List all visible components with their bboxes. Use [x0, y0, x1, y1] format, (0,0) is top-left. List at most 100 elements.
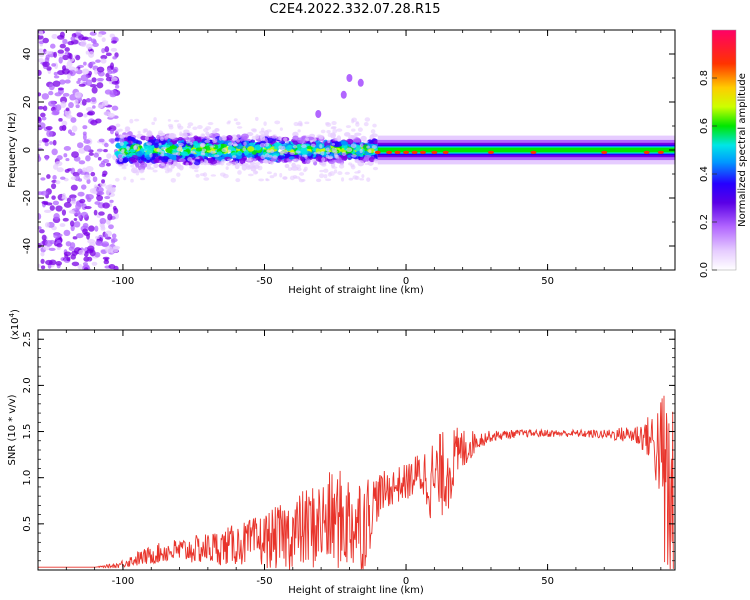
spectrogram-cell	[53, 75, 60, 79]
spectrogram-cell	[354, 159, 361, 164]
spectrogram-cell	[50, 43, 56, 49]
spectrogram-cell	[212, 129, 218, 134]
spectrogram-cell	[329, 171, 335, 176]
spectrogram-cell	[207, 133, 212, 137]
spectrogram-cell	[51, 111, 60, 116]
spectrogram-cell	[258, 178, 265, 182]
spectrogram-cell	[156, 148, 162, 153]
spectrogram-cell	[42, 105, 48, 112]
spectrogram-cell	[221, 147, 228, 153]
spectrogram-cell	[268, 154, 273, 158]
spectrogram-cell	[38, 92, 42, 97]
spectrogram-cell	[259, 142, 266, 148]
spectrogram-cell	[70, 184, 78, 191]
spectrogram-cell	[266, 171, 272, 175]
spectrogram-cell	[352, 175, 359, 180]
spectrogram-cell	[226, 135, 233, 141]
spectrogram-cell	[181, 132, 188, 139]
spectrogram-cell	[122, 157, 129, 163]
spectrogram-cell	[187, 122, 194, 127]
spectrogram-cell	[42, 61, 50, 68]
spectrogram-cell	[332, 129, 338, 134]
snr-ytick-label: 0.5	[22, 516, 33, 532]
spectrogram-cell	[104, 246, 113, 254]
spectrogram-cell	[59, 223, 66, 228]
spectrogram-cell	[216, 139, 225, 144]
spectrogram-cell	[80, 40, 87, 48]
spectrogram-cell	[38, 48, 44, 52]
spectrogram-cell	[135, 171, 140, 176]
spectrogram-cell	[362, 140, 369, 144]
spectrogram-cell	[357, 169, 361, 174]
spectrogram-cell	[230, 134, 238, 141]
spectrogram-cell	[321, 157, 326, 162]
spectrogram-cell	[190, 150, 196, 154]
spectrogram-cell	[134, 118, 140, 122]
spectrogram-cell	[249, 142, 255, 146]
spectrogram-cell	[301, 154, 307, 158]
spectrogram-cell	[169, 145, 178, 150]
spectrogram-cell	[44, 155, 49, 161]
spectrogram-cell	[91, 86, 98, 94]
spectrogram-cell	[41, 116, 47, 121]
spectrogram-cell	[373, 140, 380, 144]
spectrogram-cell	[63, 146, 72, 151]
spectrogram-cell	[266, 149, 271, 153]
spectrogram-cell	[167, 158, 173, 162]
spectrogram-cell	[51, 195, 56, 200]
spectrogram-cell	[374, 159, 379, 164]
spectrogram-cell	[351, 118, 355, 124]
spectrogram-cell	[272, 134, 278, 139]
spectrogram-cell	[149, 152, 153, 158]
spectrogram-cell	[107, 113, 115, 118]
spectrogram-cell	[63, 229, 71, 237]
spectrogram-cell	[210, 174, 217, 177]
spectrogram-cell	[366, 177, 371, 182]
spectrogram-cell	[94, 225, 99, 232]
spectrogram-cell	[100, 58, 107, 64]
spectrogram-cell	[146, 142, 152, 146]
spectrogram-cell	[193, 159, 201, 166]
spectrogram-cell	[111, 81, 119, 85]
spectrogram-cell	[82, 125, 88, 130]
spectrogram-cell	[265, 178, 270, 182]
spectrogram-cell	[251, 135, 257, 141]
spectrogram-cell	[372, 166, 379, 171]
spectrogram-cell	[351, 128, 356, 132]
spectrogram-cell	[200, 133, 206, 138]
snr-xlabel: Height of straight line (km)	[288, 585, 424, 596]
spectrogram-cell	[266, 137, 274, 144]
spectrogram-cell	[123, 141, 128, 146]
spectrogram-cell	[86, 111, 94, 116]
spectrogram-cell	[170, 177, 177, 183]
spectrogram-cell	[52, 80, 61, 87]
spectrogram-cell	[112, 205, 117, 211]
spectrogram-cell	[85, 79, 93, 86]
spectrogram-cell	[284, 163, 290, 169]
spectrogram-cell	[239, 158, 246, 165]
spectrogram-cell	[109, 128, 114, 135]
spectrogram-cell	[78, 83, 86, 87]
spectrogram-cell	[319, 169, 324, 173]
spectrogram-cell	[56, 155, 63, 161]
spectrogram-cell	[341, 151, 347, 156]
figure-title: C2E4.2022.332.07.28.R15	[269, 2, 440, 17]
spectrogram-xtick-label: 0	[403, 276, 409, 287]
spectrogram-cell	[274, 142, 281, 147]
spectrogram-cell	[53, 51, 58, 58]
spectrogram-cell	[92, 176, 98, 183]
spectrogram-cell	[203, 177, 210, 181]
spectrogram-cell	[66, 197, 72, 203]
spectrogram-cell	[337, 171, 343, 176]
spectrogram-cell	[97, 156, 102, 161]
spectrogram-cell	[177, 142, 184, 147]
colorbar-tick-label: 0.6	[699, 118, 710, 134]
spectrogram-cell	[219, 172, 226, 177]
spectrogram-cell	[152, 169, 158, 173]
spectrogram-cell	[227, 149, 232, 153]
spectrogram-cell	[101, 179, 105, 184]
spectrogram-cell	[339, 162, 344, 166]
spectrogram-cell	[195, 173, 200, 178]
spectrogram-cell	[320, 129, 326, 134]
spectrogram-cell	[169, 156, 176, 160]
